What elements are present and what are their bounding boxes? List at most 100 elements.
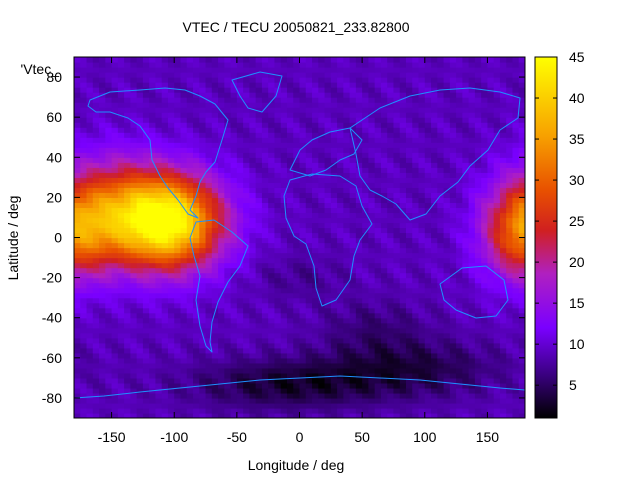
heatmap-cell — [305, 357, 313, 364]
heatmap-cell — [493, 187, 501, 193]
heatmap-cell — [374, 297, 382, 304]
heatmap-cell — [431, 232, 438, 239]
heatmap-cell — [236, 72, 244, 78]
heatmap-cell — [142, 232, 150, 239]
heatmap-cell — [193, 222, 200, 229]
heatmap-cell — [111, 307, 119, 314]
heatmap-cell — [199, 187, 207, 193]
heatmap-cell — [443, 237, 451, 244]
heatmap-cell — [205, 97, 213, 103]
heatmap-cell — [493, 247, 501, 254]
heatmap-cell — [149, 272, 157, 279]
heatmap-cell — [130, 292, 138, 299]
heatmap-cell — [431, 97, 438, 103]
heatmap-cell — [349, 232, 357, 239]
heatmap-cell — [293, 197, 301, 204]
heatmap-cell — [261, 342, 269, 349]
heatmap-cell — [349, 267, 357, 274]
heatmap-cell — [330, 222, 338, 229]
heatmap-cell — [387, 97, 395, 103]
heatmap-cell — [362, 117, 370, 123]
heatmap-cell — [286, 92, 294, 98]
heatmap-cell — [117, 327, 125, 334]
heatmap-cell — [349, 297, 357, 304]
heatmap-cell — [92, 282, 100, 289]
heatmap-cell — [149, 107, 157, 113]
heatmap-cell — [199, 367, 207, 374]
heatmap-cell — [286, 402, 294, 409]
heatmap-cell — [117, 332, 125, 339]
heatmap-cell — [274, 217, 282, 224]
heatmap-cell — [117, 192, 125, 198]
heatmap-cell — [92, 97, 100, 103]
heatmap-cell — [136, 147, 144, 153]
heatmap-cell — [468, 317, 476, 324]
heatmap-cell — [186, 397, 194, 404]
heatmap-cell — [380, 362, 388, 369]
heatmap-cell — [318, 132, 326, 138]
heatmap-cell — [393, 197, 401, 204]
heatmap-cell — [424, 177, 432, 183]
heatmap-cell — [399, 382, 407, 389]
heatmap-cell — [205, 407, 213, 414]
heatmap-cell — [506, 347, 514, 354]
heatmap-cell — [449, 272, 457, 279]
heatmap-cell — [506, 357, 514, 364]
heatmap-cell — [437, 247, 445, 254]
heatmap-cell — [305, 147, 313, 153]
heatmap-cell — [74, 177, 81, 183]
heatmap-cell — [337, 192, 344, 198]
heatmap-cell — [506, 287, 514, 294]
heatmap-cell — [418, 152, 426, 158]
heatmap-cell — [362, 262, 370, 269]
heatmap-cell — [481, 187, 489, 193]
heatmap-cell — [80, 347, 88, 354]
heatmap-cell — [224, 412, 232, 418]
heatmap-cell — [180, 97, 188, 103]
heatmap-cell — [324, 157, 332, 163]
heatmap-cell — [86, 112, 94, 118]
heatmap-cell — [474, 232, 482, 239]
heatmap-cell — [380, 352, 388, 359]
heatmap-cell — [136, 227, 144, 234]
heatmap-cell — [124, 197, 131, 204]
heatmap-cell — [324, 237, 332, 244]
heatmap-cell — [349, 92, 357, 98]
heatmap-cell — [261, 242, 269, 249]
heatmap-cell — [74, 267, 81, 274]
heatmap-cell — [193, 182, 200, 188]
heatmap-cell — [205, 302, 213, 309]
heatmap-cell — [343, 187, 351, 193]
heatmap-cell — [468, 132, 476, 138]
heatmap-cell — [230, 357, 238, 364]
heatmap-cell — [286, 227, 294, 234]
heatmap-cell — [80, 87, 88, 93]
heatmap-cell — [493, 267, 501, 274]
heatmap-cell — [374, 162, 382, 168]
heatmap-cell — [199, 177, 207, 183]
heatmap-cell — [280, 257, 288, 264]
heatmap-cell — [481, 332, 489, 339]
heatmap-cell — [387, 157, 395, 163]
heatmap-cell — [418, 367, 426, 374]
heatmap-cell — [506, 127, 514, 133]
heatmap-cell — [380, 117, 388, 123]
heatmap-cell — [481, 402, 489, 409]
heatmap-cell — [211, 72, 219, 78]
heatmap-cell — [474, 237, 482, 244]
heatmap-cell — [349, 212, 357, 219]
heatmap-cell — [130, 372, 138, 379]
heatmap-cell — [305, 297, 313, 304]
heatmap-cell — [193, 217, 200, 224]
heatmap-cell — [299, 277, 307, 284]
heatmap-cell — [80, 77, 88, 83]
heatmap-cell — [161, 237, 169, 244]
heatmap-cell — [186, 322, 194, 329]
heatmap-cell — [380, 382, 388, 389]
heatmap-cell — [224, 362, 232, 369]
heatmap-cell — [280, 277, 288, 284]
heatmap-cell — [424, 122, 432, 128]
heatmap-cell — [205, 92, 213, 98]
heatmap-cell — [299, 92, 307, 98]
heatmap-cell — [193, 212, 200, 219]
